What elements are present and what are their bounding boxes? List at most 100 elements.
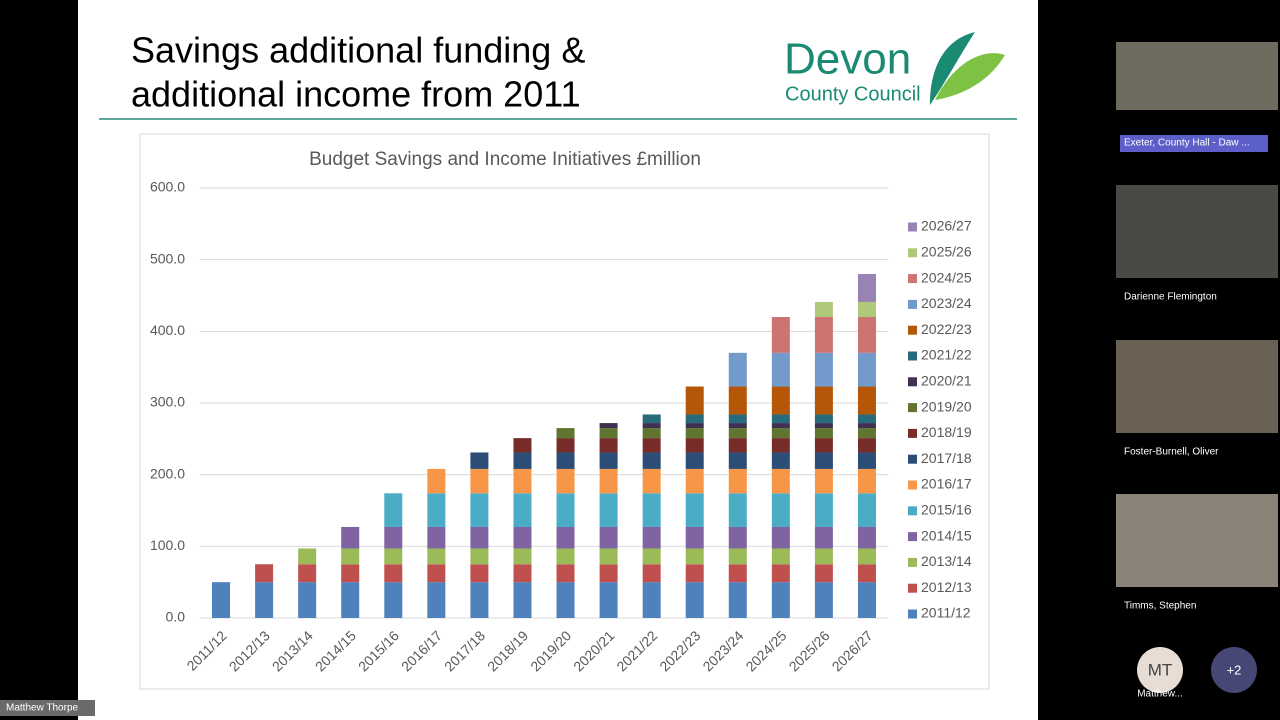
bar-segment bbox=[642, 452, 661, 469]
video-tile[interactable] bbox=[1116, 340, 1278, 433]
avatar-initials: MT bbox=[1148, 660, 1173, 679]
bar-segment bbox=[556, 493, 575, 527]
legend-swatch bbox=[908, 583, 917, 593]
y-tick-label: 400.0 bbox=[150, 322, 185, 338]
bar-segment bbox=[599, 582, 618, 618]
bar-segment bbox=[814, 548, 833, 565]
legend-swatch bbox=[908, 222, 917, 232]
bar-segment bbox=[513, 526, 532, 549]
bar-segment bbox=[470, 493, 489, 527]
bar-segment bbox=[814, 386, 833, 415]
chart-title: Budget Savings and Income Initiatives £m… bbox=[309, 149, 701, 170]
bar-segment bbox=[857, 493, 876, 527]
video-tile[interactable] bbox=[1116, 494, 1278, 587]
bar-segment bbox=[771, 564, 790, 583]
bar-segment bbox=[384, 582, 403, 618]
legend-label: 2017/18 bbox=[921, 450, 972, 466]
bar-segment bbox=[814, 564, 833, 583]
participant-name: Timms, Stephen bbox=[1124, 601, 1196, 612]
legend-label: 2025/26 bbox=[921, 244, 972, 260]
bar-segment bbox=[771, 493, 790, 527]
bar-segment bbox=[857, 386, 876, 415]
avatar[interactable] bbox=[1137, 647, 1183, 693]
bar-segment bbox=[685, 548, 704, 565]
bar-segment bbox=[470, 468, 489, 494]
bar-segment bbox=[814, 428, 833, 439]
bar-segment bbox=[857, 468, 876, 494]
bar-segment bbox=[642, 428, 661, 439]
bar-segment bbox=[470, 564, 489, 583]
bar-segment bbox=[771, 423, 790, 429]
bar-segment bbox=[685, 452, 704, 469]
bar-segment bbox=[857, 526, 876, 549]
y-tick-label: 200.0 bbox=[150, 465, 185, 481]
video-tile[interactable] bbox=[1116, 185, 1278, 278]
bar-segment bbox=[556, 452, 575, 469]
legend-swatch bbox=[908, 506, 917, 516]
chart: 0.0 100.0 200.0 300.0 400.0 500.0 600.0 2011/12… bbox=[150, 179, 972, 675]
bar-segment bbox=[384, 493, 403, 527]
bar-segment bbox=[814, 526, 833, 549]
bar-segment bbox=[685, 386, 704, 415]
legend-swatch bbox=[908, 403, 917, 413]
bar-segment bbox=[642, 548, 661, 565]
bar-segment bbox=[599, 468, 618, 494]
legend-swatch bbox=[908, 428, 917, 438]
bar-segment bbox=[814, 468, 833, 494]
bar-segment bbox=[470, 582, 489, 618]
chart-frame bbox=[139, 133, 990, 690]
bar-segment bbox=[556, 548, 575, 565]
legend-label: 2023/24 bbox=[921, 295, 972, 311]
legend-swatch bbox=[908, 351, 917, 361]
avatar-name: Matthew... bbox=[1137, 689, 1183, 700]
legend-swatch bbox=[908, 454, 917, 464]
slide-title: additional income from 2011 bbox=[131, 74, 581, 115]
y-tick-label: 300.0 bbox=[150, 394, 185, 410]
bar-segment bbox=[857, 428, 876, 439]
bar-segment bbox=[341, 548, 360, 565]
bar-segment bbox=[728, 423, 747, 429]
name-badge bbox=[1120, 135, 1268, 152]
bar-segment bbox=[384, 564, 403, 583]
bar-segment bbox=[771, 386, 790, 415]
more-participants[interactable] bbox=[1211, 647, 1257, 693]
legend-label: 2019/20 bbox=[921, 398, 972, 414]
bar-segment bbox=[857, 582, 876, 618]
bar-segment bbox=[642, 414, 661, 424]
y-tick-label: 100.0 bbox=[150, 537, 185, 553]
bar-segment bbox=[599, 452, 618, 469]
legend-swatch bbox=[908, 248, 917, 258]
bar-segment bbox=[771, 468, 790, 494]
bar-segment bbox=[384, 548, 403, 565]
bar-segment bbox=[728, 548, 747, 565]
legend-label: 2015/16 bbox=[921, 502, 972, 518]
bar-segment bbox=[771, 438, 790, 453]
bar-segment bbox=[556, 526, 575, 549]
bar-segment bbox=[513, 493, 532, 527]
bar-segment bbox=[212, 582, 231, 618]
video-tile[interactable] bbox=[1116, 42, 1278, 110]
bar-segment bbox=[857, 423, 876, 429]
bar-segment bbox=[427, 468, 446, 494]
bar-segment bbox=[341, 582, 360, 618]
logo-text: Devon bbox=[784, 35, 911, 84]
legend-swatch bbox=[908, 299, 917, 309]
bar-segment bbox=[814, 452, 833, 469]
bar-segment bbox=[513, 582, 532, 618]
bar-segment bbox=[556, 564, 575, 583]
bar-segment bbox=[814, 582, 833, 618]
bar-segment bbox=[857, 414, 876, 424]
bar-segment bbox=[513, 548, 532, 565]
legend-label: 2016/17 bbox=[921, 476, 972, 492]
bar-segment bbox=[513, 438, 532, 453]
bar-segment bbox=[771, 317, 790, 353]
bar-segment bbox=[771, 428, 790, 439]
legend-label: 2022/23 bbox=[921, 321, 972, 337]
bar-segment bbox=[685, 526, 704, 549]
bar-segment bbox=[728, 468, 747, 494]
bar-segment bbox=[298, 564, 317, 583]
bar-segment bbox=[857, 452, 876, 469]
bar-segment bbox=[814, 493, 833, 527]
bar-segment bbox=[470, 548, 489, 565]
